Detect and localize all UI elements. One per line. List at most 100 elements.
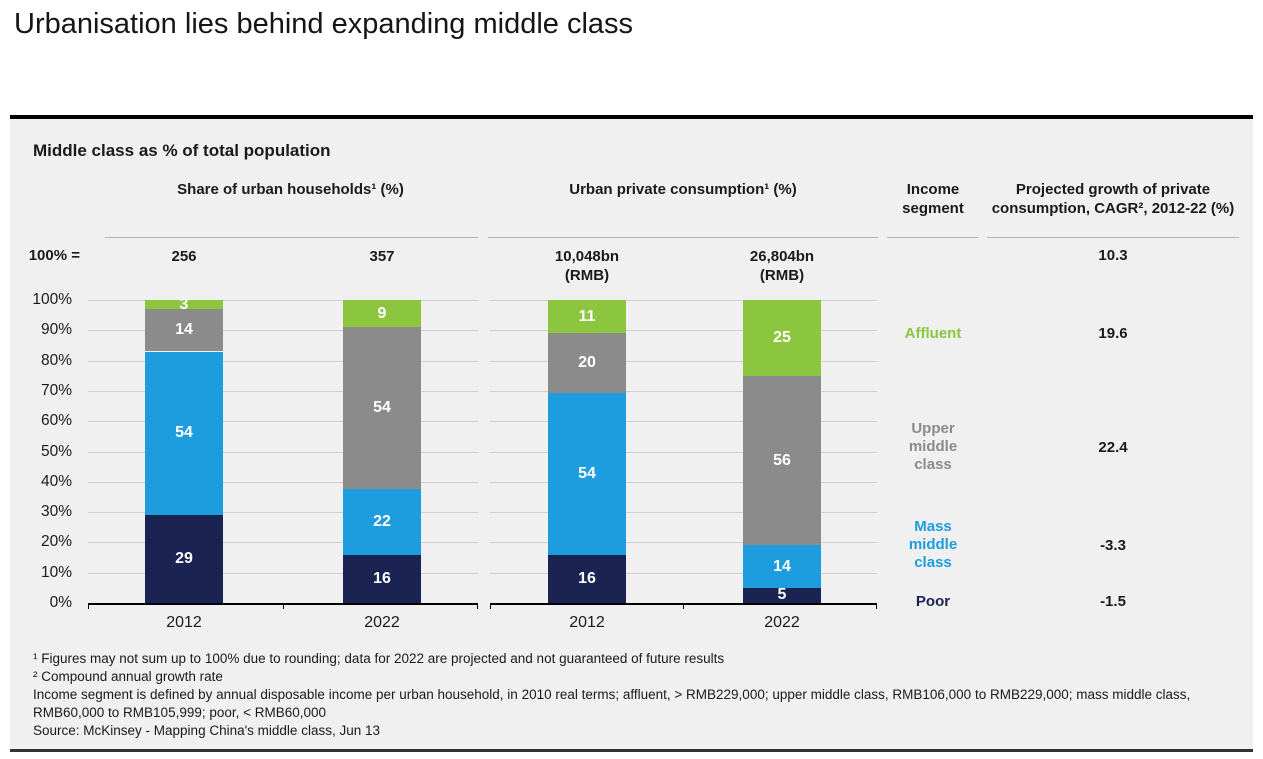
x-axis-tick [876, 603, 877, 609]
gridline [490, 542, 877, 544]
legend-mass-middle-class: Mass middle class [908, 518, 958, 571]
total-consumption-2022: 26,804bn (RMB) [749, 248, 815, 284]
bar-value-label: 54 [373, 399, 391, 416]
header-divider [987, 237, 1239, 238]
y-axis-tick-label: 60% [40, 412, 72, 430]
bar-value-label: 25 [773, 328, 791, 346]
footnote-source: Source: McKinsey - Mapping China's middl… [33, 723, 380, 738]
page-title: Urbanisation lies behind expanding middl… [14, 8, 634, 40]
bar-value-label: 3 [179, 295, 189, 313]
gridline [490, 421, 877, 423]
footnotes: ¹ Figures may not sum up to 100% due to … [33, 650, 1233, 740]
y-axis-tick-label: 70% [40, 381, 72, 399]
y-axis-tick-label: 0% [49, 594, 72, 611]
total-row-label: 100% = [28, 247, 80, 264]
cagr-overall-value: 10.3 [1098, 247, 1128, 264]
gridline [490, 512, 877, 514]
header-divider [105, 237, 478, 238]
y-axis-tick-label: 80% [40, 351, 72, 369]
poor-segment: 16 [343, 555, 421, 603]
gridline [88, 330, 478, 332]
gridline [88, 542, 478, 544]
gridline [88, 390, 478, 392]
cagr-value-poor: -1.5 [1100, 593, 1126, 610]
poor-segment: 5 [743, 586, 821, 604]
legend-upper-middle-class: Upper middle class [908, 420, 958, 473]
total-households-2012: 256 [171, 248, 197, 265]
y-axis-tick-label: 90% [40, 321, 72, 339]
bar-value-label: 5 [777, 586, 787, 604]
upper-middle-class-segment: 56 [743, 375, 821, 546]
x-axis-tick [283, 603, 284, 609]
panel-heading: Middle class as % of total population [33, 141, 331, 160]
bar-value-label: 20 [578, 354, 596, 371]
legend-poor: Poor [915, 593, 951, 610]
bar-value-label: 56 [773, 451, 791, 469]
footnote-1: ¹ Figures may not sum up to 100% due to … [33, 651, 725, 666]
gridline [88, 300, 478, 301]
gridline [88, 512, 478, 514]
footnote-2: ² Compound annual growth rate [33, 669, 223, 684]
poor-segment: 16 [548, 555, 626, 603]
column-header-cagr: Projected growth of private consumption,… [991, 181, 1235, 217]
mass-middle-class-segment: 54 [145, 351, 223, 516]
cagr-value-affluent: 19.6 [1098, 325, 1128, 342]
x-axis-category-label: 2012 [166, 614, 202, 631]
cagr-value-mass-middle-class: -3.3 [1100, 537, 1126, 554]
gridline [490, 330, 877, 332]
legend-affluent: Affluent [904, 325, 962, 342]
bar-value-label: 14 [175, 321, 193, 339]
upper-middle-class-segment: 20 [548, 333, 626, 393]
x-axis-tick [88, 603, 89, 609]
bar-value-label: 16 [373, 570, 391, 587]
upper-middle-class-segment: 14 [145, 309, 223, 352]
gridline [490, 572, 877, 574]
gridline [490, 451, 877, 453]
x-axis-category-label: 2022 [764, 614, 800, 631]
y-axis-tick-label: 40% [40, 472, 72, 490]
gridline [490, 300, 877, 301]
bar-value-label: 16 [578, 570, 596, 587]
total-consumption-2012: 10,048bn (RMB) [554, 248, 620, 284]
y-axis-tick-label: 10% [40, 563, 72, 581]
x-axis-tick [477, 603, 478, 609]
mass-middle-class-segment: 54 [548, 393, 626, 555]
upper-middle-class-segment: 54 [343, 327, 421, 489]
column-header-households: Share of urban households¹ (%) [177, 181, 404, 198]
x-axis-category-label: 2022 [364, 614, 400, 631]
x-axis-tick [490, 603, 491, 609]
cagr-value-upper-middle-class: 22.4 [1098, 439, 1128, 456]
header-divider [488, 237, 878, 238]
y-axis-tick-label: 20% [40, 533, 72, 551]
x-axis-category-label: 2012 [569, 614, 605, 631]
gridline [490, 360, 877, 362]
affluent-segment: 11 [548, 300, 626, 333]
gridline [88, 360, 478, 362]
affluent-segment: 9 [343, 300, 421, 327]
y-axis-tick-label: 50% [40, 442, 72, 460]
affluent-segment: 3 [145, 296, 223, 313]
y-axis-tick-label: 100% [32, 291, 72, 308]
bar-value-label: 11 [578, 307, 596, 325]
mass-middle-class-segment: 14 [743, 545, 821, 588]
y-axis-tick-label: 30% [40, 503, 72, 521]
footnote-income-definition: Income segment is defined by annual disp… [33, 687, 1191, 720]
affluent-segment: 25 [743, 300, 821, 376]
column-header-consumption: Urban private consumption¹ (%) [569, 181, 797, 198]
bar-value-label: 14 [773, 557, 791, 575]
column-header-income-segment: Income segment [902, 181, 964, 217]
header-divider [887, 237, 978, 238]
poor-segment: 29 [145, 515, 223, 603]
gridline [88, 481, 478, 483]
bar-value-label: 54 [578, 465, 596, 482]
mass-middle-class-segment: 22 [343, 489, 421, 555]
bar-value-label: 9 [377, 304, 387, 322]
x-axis-tick [683, 603, 684, 609]
gridline [88, 451, 478, 453]
gridline [88, 421, 478, 423]
gridline [490, 390, 877, 392]
bar-value-label: 22 [373, 513, 391, 530]
bar-value-label: 54 [175, 424, 193, 442]
total-households-2022: 357 [369, 248, 395, 265]
